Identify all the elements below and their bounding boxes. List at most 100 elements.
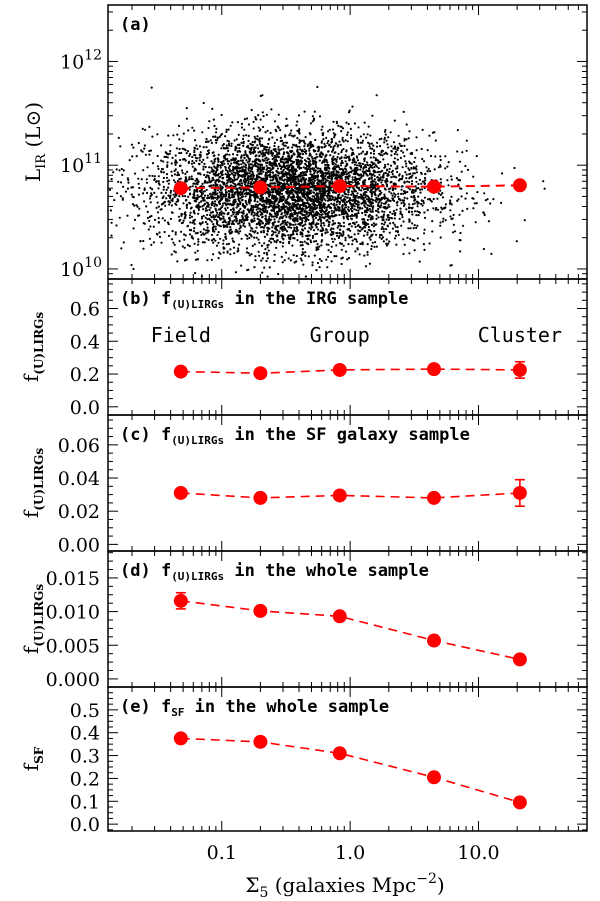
- scatter-point: [361, 150, 365, 153]
- scatter-point: [368, 207, 371, 211]
- scatter-point: [352, 194, 355, 197]
- scatter-point: [281, 172, 284, 175]
- scatter-point: [121, 198, 124, 201]
- scatter-point: [209, 206, 212, 209]
- scatter-point: [415, 165, 418, 168]
- scatter-point: [360, 152, 363, 155]
- scatter-point: [312, 218, 315, 221]
- scatter-point: [397, 233, 400, 236]
- scatter-point: [162, 202, 165, 205]
- scatter-point: [371, 217, 374, 220]
- scatter-point: [230, 180, 233, 183]
- scatter-point: [296, 203, 299, 206]
- scatter-point: [320, 196, 323, 199]
- scatter-point: [174, 159, 177, 162]
- scatter-point: [370, 142, 373, 145]
- scatter-point: [430, 200, 433, 203]
- scatter-point: [402, 199, 406, 202]
- scatter-point: [234, 230, 237, 233]
- scatter-point: [371, 241, 374, 244]
- scatter-point: [241, 199, 244, 202]
- scatter-point: [335, 165, 338, 169]
- scatter-point: [219, 184, 222, 187]
- scatter-point: [215, 204, 218, 207]
- scatter-point: [333, 173, 337, 176]
- scatter-point: [240, 221, 244, 224]
- scatter-point: [233, 252, 236, 255]
- scatter-point: [235, 147, 238, 150]
- scatter-point: [246, 237, 249, 240]
- scatter-point: [235, 219, 238, 222]
- scatter-point: [340, 234, 343, 237]
- scatter-point: [156, 165, 159, 168]
- scatter-point: [353, 214, 356, 217]
- scatter-point: [353, 233, 356, 236]
- scatter-point: [255, 226, 258, 229]
- scatter-point: [175, 147, 178, 150]
- scatter-point: [268, 239, 271, 243]
- scatter-point: [315, 240, 318, 243]
- scatter-point: [257, 138, 260, 141]
- scatter-point: [428, 242, 431, 245]
- scatter-point: [352, 221, 355, 225]
- scatter-point: [214, 189, 217, 193]
- scatter-point: [331, 219, 335, 222]
- scatter-point: [289, 259, 292, 262]
- scatter-point: [326, 161, 329, 164]
- scatter-point: [458, 179, 462, 182]
- scatter-point: [245, 145, 249, 148]
- scatter-point: [183, 211, 187, 215]
- scatter-point: [227, 212, 230, 215]
- scatter-point: [254, 230, 257, 233]
- scatter-point: [198, 153, 201, 156]
- scatter-point: [189, 211, 192, 214]
- scatter-point: [365, 198, 369, 201]
- scatter-point: [169, 191, 172, 194]
- scatter-point: [180, 213, 183, 216]
- scatter-point: [191, 155, 194, 159]
- scatter-point: [206, 156, 209, 159]
- scatter-point: [441, 196, 444, 199]
- scatter-point: [327, 249, 330, 252]
- scatter-point: [370, 193, 373, 196]
- scatter-point: [344, 178, 347, 181]
- scatter-point: [350, 167, 353, 170]
- scatter-point: [299, 148, 302, 151]
- scatter-point: [214, 203, 217, 206]
- scatter-point: [205, 201, 209, 204]
- scatter-point: [408, 203, 411, 206]
- scatter-point: [243, 192, 246, 195]
- scatter-point: [245, 201, 248, 204]
- scatter-point: [330, 237, 334, 240]
- scatter-point: [264, 151, 267, 154]
- scatter-point: [232, 196, 235, 199]
- scatter-point: [381, 210, 384, 213]
- scatter-point: [368, 145, 371, 148]
- scatter-point: [452, 223, 455, 226]
- scatter-point: [133, 218, 137, 221]
- scatter-point: [305, 178, 308, 181]
- scatter-point: [137, 182, 140, 185]
- scatter-point: [421, 128, 424, 131]
- scatter-point: [261, 137, 264, 140]
- scatter-point: [410, 182, 413, 185]
- scatter-point: [231, 121, 234, 124]
- scatter-point: [287, 257, 290, 260]
- scatter-point: [458, 213, 461, 216]
- scatter-point: [331, 163, 335, 166]
- scatter-point: [406, 180, 409, 183]
- scatter-point: [366, 253, 369, 256]
- scatter-point: [281, 261, 284, 264]
- scatter-point: [337, 236, 340, 239]
- scatter-point: [342, 225, 346, 228]
- scatter-point: [204, 221, 208, 224]
- scatter-point: [329, 154, 332, 157]
- scatter-point: [212, 184, 215, 187]
- scatter-point: [398, 142, 401, 145]
- scatter-point: [210, 141, 213, 144]
- scatter-point: [254, 140, 257, 143]
- scatter-point: [209, 180, 212, 183]
- scatter-point: [423, 182, 426, 185]
- scatter-point: [394, 193, 397, 196]
- scatter-point: [156, 154, 159, 158]
